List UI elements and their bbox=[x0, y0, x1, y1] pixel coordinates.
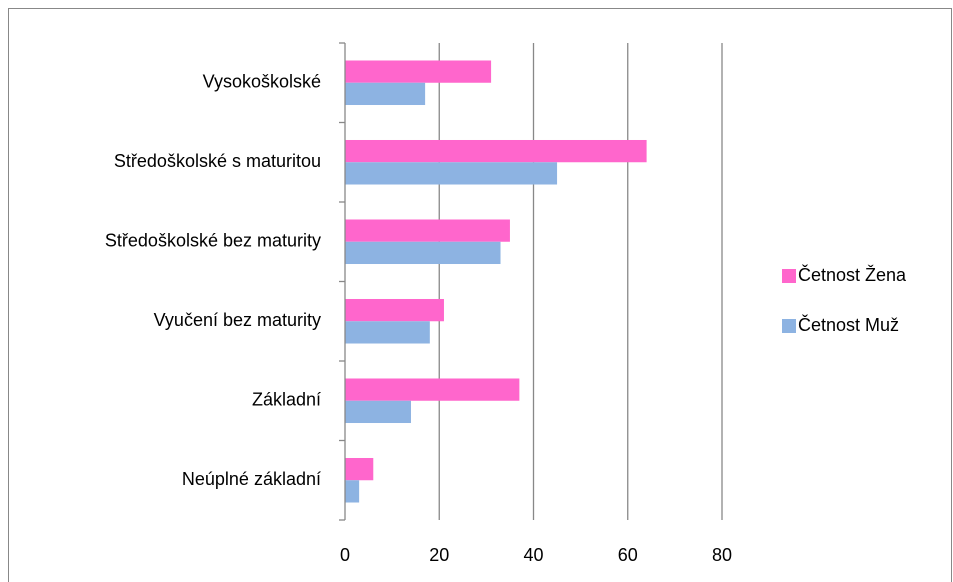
bar bbox=[345, 162, 558, 185]
y-tick-label: Neúplné základní bbox=[182, 469, 321, 489]
bar bbox=[345, 241, 501, 265]
bar bbox=[345, 82, 426, 106]
legend-label: Četnost Muž bbox=[798, 314, 899, 335]
legend-swatch bbox=[782, 269, 796, 283]
y-tick-label: Vysokoškolské bbox=[203, 72, 321, 92]
y-tick-label: Středoškolské bez maturity bbox=[105, 231, 321, 251]
bar bbox=[345, 139, 647, 163]
bar bbox=[345, 400, 411, 424]
chart-border bbox=[8, 8, 952, 582]
y-tick-label: Základní bbox=[252, 390, 321, 410]
x-tick-label: 80 bbox=[712, 545, 732, 565]
y-tick-label: Vyučení bez maturity bbox=[154, 310, 321, 330]
bar bbox=[345, 219, 510, 242]
legend-label: Četnost Žena bbox=[798, 264, 907, 285]
bar bbox=[345, 60, 492, 83]
x-tick-label: 40 bbox=[523, 545, 543, 565]
x-tick-label: 20 bbox=[429, 545, 449, 565]
y-tick-label: Středoškolské s maturitou bbox=[114, 151, 321, 171]
bar bbox=[345, 480, 360, 503]
x-tick-label: 60 bbox=[618, 545, 638, 565]
bar bbox=[345, 321, 430, 344]
x-tick-label: 0 bbox=[340, 545, 350, 565]
bar bbox=[345, 457, 374, 481]
bar bbox=[345, 298, 444, 322]
legend-swatch bbox=[782, 319, 796, 333]
bar bbox=[345, 378, 520, 401]
